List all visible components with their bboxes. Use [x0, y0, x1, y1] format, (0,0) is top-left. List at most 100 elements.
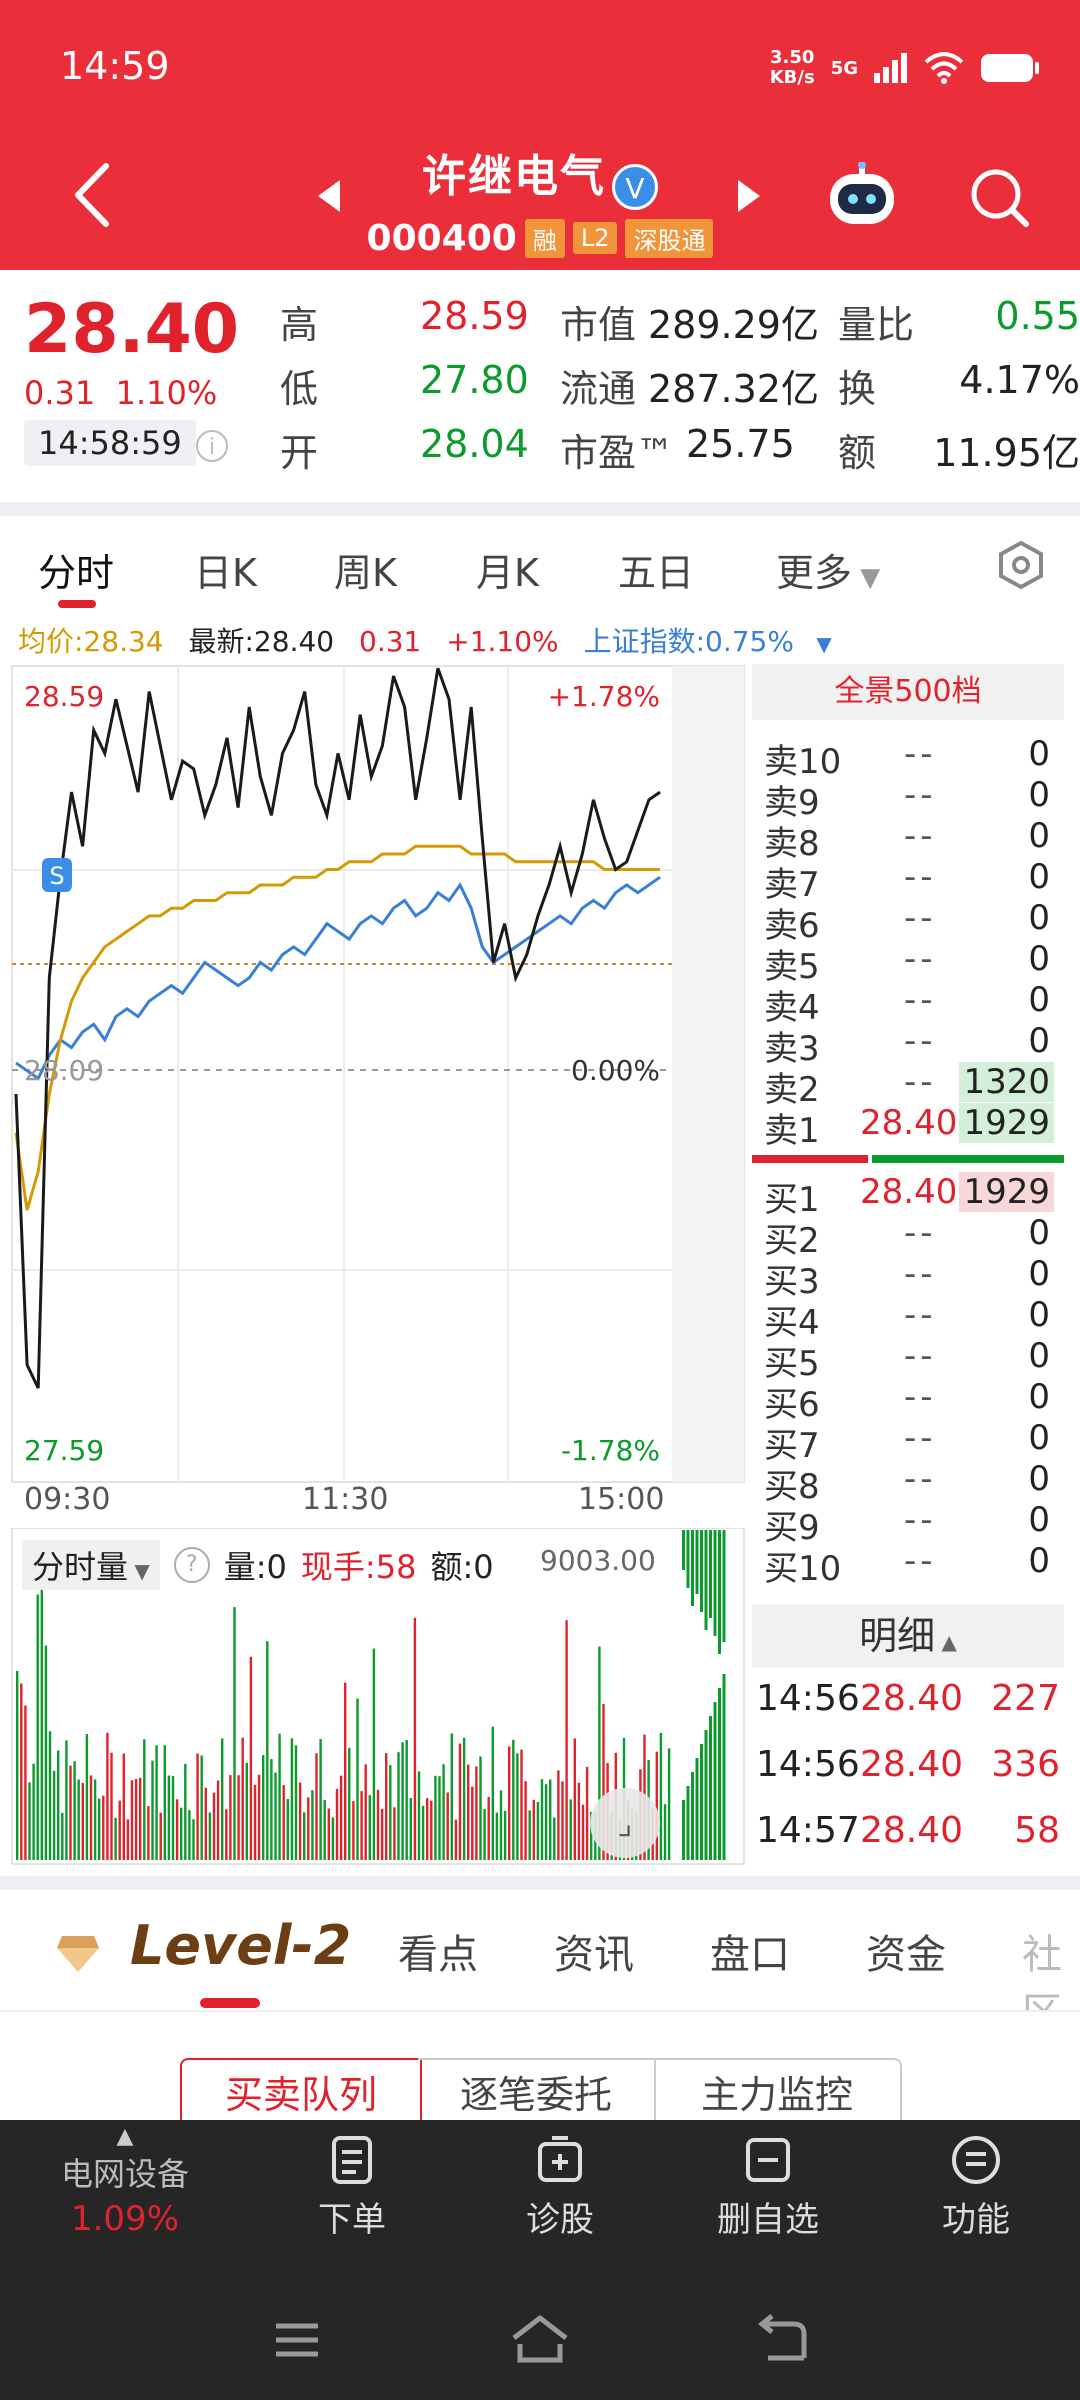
tab-more[interactable]: 更多 ▼	[776, 551, 881, 595]
ask-price: --	[904, 775, 937, 815]
prev-stock-button[interactable]	[318, 180, 340, 212]
y-prev-label: 28.09	[24, 1054, 104, 1087]
volume-value: 量:0	[223, 1548, 287, 1586]
intraday-price-chart[interactable]: 28.59 27.59 28.09 +1.78% -1.78% 0.00% S	[0, 660, 750, 1510]
full-depth-button[interactable]: 全景500档	[752, 664, 1064, 720]
nav-remove-watchlist[interactable]: 删自选	[688, 2134, 848, 2241]
index-pct[interactable]: 上证指数:0.75%	[583, 625, 794, 658]
volume-bar	[536, 1801, 540, 1860]
volume-bar	[204, 1787, 207, 1860]
volume-bar	[257, 1774, 261, 1860]
bid-volume: 0	[1028, 1213, 1050, 1253]
signal-icon	[874, 53, 907, 83]
ask-price: --	[904, 980, 937, 1020]
label-high: 高	[280, 303, 319, 347]
ask-row: 卖4 -- 0	[764, 980, 1054, 1028]
next-stock-button[interactable]	[738, 180, 760, 212]
back-button[interactable]	[68, 160, 118, 230]
home-icon[interactable]	[510, 2314, 570, 2364]
volume-bar	[126, 1819, 130, 1860]
search-icon[interactable]	[966, 164, 1032, 230]
tab-five-day[interactable]: 五日	[618, 551, 695, 595]
back-nav-icon[interactable]	[754, 2314, 810, 2364]
detail-price: 28.40	[860, 1744, 964, 1785]
volume-bar	[323, 1799, 326, 1860]
volume-bar	[462, 1737, 466, 1860]
ask-price: --	[904, 939, 937, 979]
ask-row: 卖10 -- 0	[764, 734, 1054, 782]
detail-row: 14:56 28.40 336	[756, 1744, 1060, 1800]
volume-selector[interactable]: 分时量 ▼	[22, 1540, 160, 1590]
bid-price: --	[904, 1336, 937, 1376]
tab-highlights[interactable]: 看点	[398, 1932, 478, 1978]
ask-volume: 0	[1028, 898, 1050, 938]
x-label-noon: 11:30	[302, 1482, 389, 1517]
robot-assistant-icon[interactable]	[826, 162, 898, 230]
volume-bar	[274, 1772, 277, 1860]
volume-bar	[450, 1733, 453, 1860]
volume-bar	[32, 1763, 35, 1860]
volume-bar	[106, 1732, 109, 1860]
sector-indicator[interactable]: ▲ 电网设备 1.09%	[40, 2124, 210, 2239]
detail-header[interactable]: 明细 ▲	[752, 1604, 1064, 1668]
info-icon[interactable]: i	[196, 430, 228, 462]
volume-bar	[69, 1765, 72, 1860]
label-open: 开	[280, 431, 319, 475]
value-pe: 25.75	[686, 422, 795, 466]
volume-bar	[44, 1645, 48, 1860]
nav-order[interactable]: 下单	[272, 2134, 432, 2241]
nav-diagnose[interactable]: 诊股	[480, 2134, 640, 2241]
volume-bar	[602, 1704, 605, 1860]
index-series-line	[15, 875, 661, 1081]
auction-bar	[709, 1716, 712, 1860]
volume-bar	[389, 1765, 392, 1860]
menu-icon[interactable]	[272, 2320, 322, 2360]
expand-chart-button[interactable]: ⌟	[590, 1788, 660, 1858]
tab-weekly-k[interactable]: 周K	[334, 551, 397, 595]
volume-bar	[327, 1808, 330, 1860]
ask-label: 卖2	[764, 1070, 820, 1110]
volume-bar	[483, 1809, 486, 1860]
volume-bar	[413, 1617, 417, 1860]
volume-bar	[544, 1784, 548, 1860]
volume-bar	[155, 1745, 158, 1860]
y-low-label: 27.59	[24, 1434, 104, 1467]
bid-price: --	[904, 1418, 937, 1458]
subtab-main-monitor[interactable]: 主力监控	[654, 2058, 902, 2142]
tab-handicap[interactable]: 盘口	[710, 1932, 790, 1978]
volume-bar	[421, 1805, 425, 1860]
volume-bar	[28, 1782, 31, 1860]
sector-pct: 1.09%	[70, 2199, 179, 2239]
tab-news[interactable]: 资讯	[554, 1932, 634, 1978]
volume-bar	[171, 1776, 175, 1860]
volume-bar	[282, 1785, 285, 1860]
ask-row: 卖3 -- 0	[764, 1021, 1054, 1069]
volume-bar	[454, 1819, 458, 1860]
network-type: 5G	[830, 57, 858, 79]
bid-volume: 0	[1028, 1295, 1050, 1335]
volume-bar	[315, 1753, 318, 1860]
verified-badge-icon: V	[612, 163, 658, 210]
bid-volume: 1929	[959, 1172, 1054, 1212]
bid-price: 28.40	[860, 1172, 958, 1212]
tab-daily-k[interactable]: 日K	[194, 551, 257, 595]
tab-intraday[interactable]: 分时	[38, 551, 115, 595]
tab-funds[interactable]: 资金	[866, 1932, 946, 1978]
help-icon[interactable]: ?	[173, 1547, 210, 1583]
volume-bar	[98, 1798, 101, 1860]
nav-functions[interactable]: 功能	[896, 2134, 1056, 2241]
auction-bar	[700, 1530, 703, 1612]
settings-hex-icon[interactable]	[996, 540, 1046, 590]
detail-time: 14:57	[756, 1810, 860, 1851]
level2-brand[interactable]: Level-2	[130, 1914, 352, 1977]
detail-price: 28.40	[860, 1810, 964, 1851]
bid-volume: 0	[1028, 1541, 1050, 1581]
x-label-close: 15:00	[578, 1482, 665, 1517]
ask-price: --	[904, 1021, 937, 1061]
bid-volume: 0	[1028, 1500, 1050, 1540]
volume-bar	[442, 1764, 445, 1860]
label-pe: 市盈™	[560, 431, 675, 475]
volume-bar	[360, 1791, 363, 1860]
x-axis: 09:30 11:30 15:00	[0, 1482, 744, 1522]
tab-monthly-k[interactable]: 月K	[476, 551, 539, 595]
